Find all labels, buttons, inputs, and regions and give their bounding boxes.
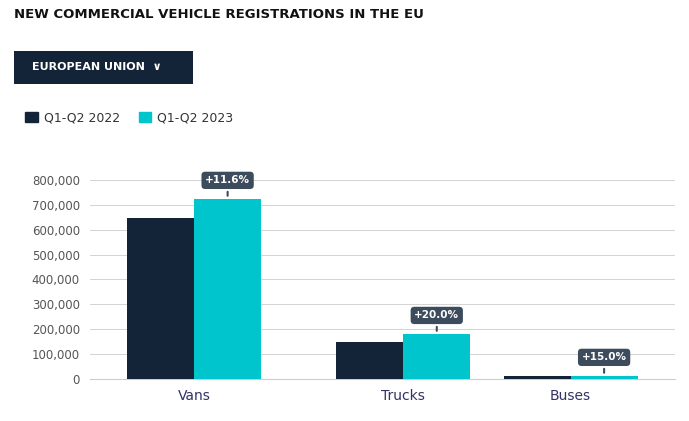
Text: +15.0%: +15.0% — [582, 352, 626, 373]
Text: +11.6%: +11.6% — [205, 176, 250, 196]
Text: +20.0%: +20.0% — [414, 310, 460, 331]
Bar — [403, 334, 470, 379]
Bar — [127, 218, 194, 379]
Text: NEW COMMERCIAL VEHICLE REGISTRATIONS IN THE EU: NEW COMMERCIAL VEHICLE REGISTRATIONS IN … — [14, 8, 424, 21]
Bar — [504, 376, 570, 379]
Bar — [570, 376, 637, 379]
Text: EUROPEAN UNION  ∨: EUROPEAN UNION ∨ — [32, 62, 161, 72]
Bar — [336, 341, 403, 379]
Bar — [194, 199, 261, 379]
Legend: Q1-Q2 2022, Q1-Q2 2023: Q1-Q2 2022, Q1-Q2 2023 — [20, 107, 238, 129]
